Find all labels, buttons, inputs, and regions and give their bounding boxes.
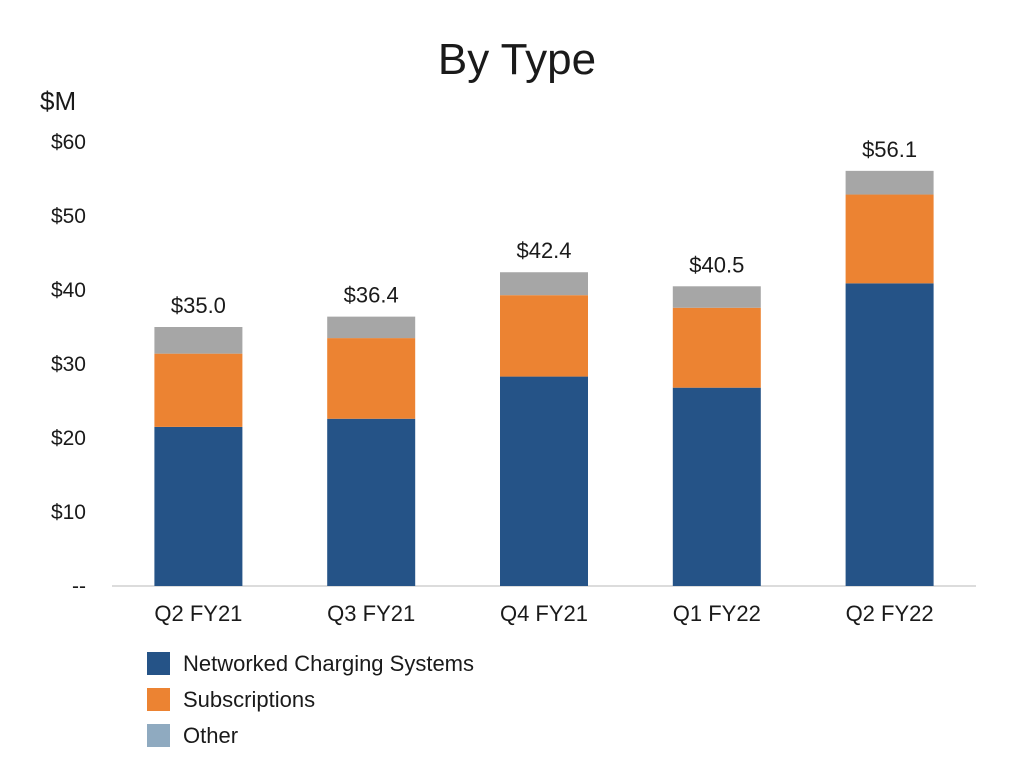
bar-total-label: $42.4	[516, 238, 571, 263]
bar-total-label: $35.0	[171, 293, 226, 318]
bar-segment-networked-charging-systems	[500, 376, 588, 586]
bar-segment-networked-charging-systems	[154, 426, 243, 586]
y-tick-label: $10	[51, 501, 86, 524]
y-tick-label: $40	[51, 279, 86, 302]
bar-total-label: $36.4	[344, 283, 399, 308]
y-tick-label: --	[72, 575, 86, 598]
bar-segment-subscriptions	[672, 307, 761, 388]
y-tick-label: $50	[51, 205, 86, 228]
bar-total-label: $56.1	[862, 137, 917, 162]
total-labels: $35.0 $36.4 $42.4 $40.5 $56.1	[171, 137, 917, 318]
bar-segment-networked-charging-systems	[327, 418, 416, 586]
legend-label: Subscriptions	[183, 687, 315, 712]
legend: Networked Charging Systems Subscriptions O…	[147, 651, 474, 748]
bar-total-label: $40.5	[689, 252, 744, 277]
y-tick-label: $60	[51, 131, 86, 154]
y-tick-label: $20	[51, 427, 86, 450]
legend-label: Networked Charging Systems	[183, 651, 474, 676]
x-tick-label: Q2 FY21	[154, 601, 242, 626]
chart-title: By Type	[438, 35, 596, 84]
x-tick-label: Q4 FY21	[500, 601, 588, 626]
x-tick-label: Q2 FY22	[846, 601, 934, 626]
x-tick-label: Q3 FY21	[327, 601, 415, 626]
bar-segment-other	[845, 170, 934, 195]
y-axis-ticks: -- $10 $20 $30 $40 $50 $60	[51, 131, 86, 598]
bar-segment-subscriptions	[154, 353, 243, 427]
legend-label: Other	[183, 723, 238, 748]
bar-segment-other	[672, 286, 761, 308]
x-tick-label: Q1 FY22	[673, 601, 761, 626]
bar-segment-other	[154, 327, 243, 354]
y-tick-label: $30	[51, 353, 86, 376]
bar-segment-other	[327, 316, 416, 339]
bar-segment-networked-charging-systems	[845, 283, 934, 586]
y-axis-unit-label: $M	[40, 86, 76, 116]
legend-swatch	[147, 688, 170, 711]
legend-swatch	[147, 652, 170, 675]
bar-segment-networked-charging-systems	[672, 387, 761, 586]
x-axis-ticks: Q2 FY21 Q3 FY21 Q4 FY21 Q1 FY22 Q2 FY22	[154, 601, 933, 626]
bar-segment-subscriptions	[845, 194, 934, 284]
bar-segment-subscriptions	[500, 295, 588, 377]
bar-stacks	[154, 170, 934, 586]
legend-swatch	[147, 724, 170, 747]
bar-segment-subscriptions	[327, 338, 416, 419]
bar-segment-other	[500, 272, 588, 296]
